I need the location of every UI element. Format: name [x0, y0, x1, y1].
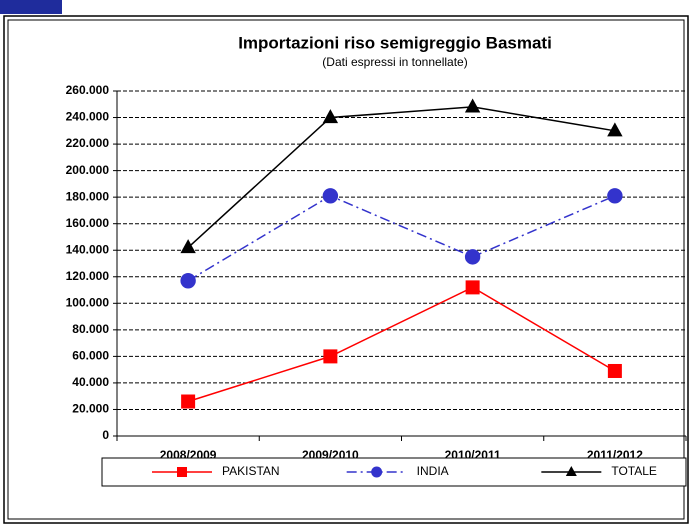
y-tick-label: 60.000: [72, 349, 109, 363]
y-tick-label: 0: [102, 428, 109, 442]
y-tick-label: 220.000: [66, 136, 110, 150]
y-tick-label: 180.000: [66, 189, 110, 203]
y-tick-label: 120.000: [66, 269, 110, 283]
marker: [180, 239, 196, 254]
legend-label: PAKISTAN: [222, 464, 280, 478]
marker: [464, 98, 481, 113]
y-tick-label: 200.000: [66, 163, 110, 177]
marker: [323, 349, 338, 364]
y-tick-label: 100.000: [66, 295, 110, 309]
marker: [607, 188, 623, 204]
marker: [565, 466, 577, 476]
marker: [181, 394, 196, 409]
y-tick-label: 140.000: [66, 242, 110, 256]
y-tick-label: 80.000: [72, 322, 109, 336]
y-tick-label: 240.000: [66, 110, 110, 124]
legend-label: TOTALE: [611, 464, 657, 478]
marker: [465, 280, 480, 295]
series-line: [187, 106, 615, 249]
marker: [322, 109, 339, 124]
chart-frame: [3, 15, 689, 524]
marker: [464, 249, 481, 265]
marker: [607, 363, 622, 378]
y-tick-label: 40.000: [72, 375, 109, 389]
chart-subtitle: (Dati espressi in tonnellate): [322, 55, 467, 69]
marker: [371, 466, 383, 478]
y-tick-label: 260.000: [66, 83, 110, 97]
marker: [607, 122, 623, 137]
y-tick-label: 20.000: [72, 402, 109, 416]
series-line: [187, 286, 616, 403]
marker: [322, 188, 339, 204]
y-tick-label: 160.000: [66, 216, 110, 230]
marker: [177, 467, 187, 477]
header-tab: [0, 0, 62, 14]
legend-label: INDIA: [417, 464, 449, 478]
chart-inner-frame: [7, 19, 685, 520]
series-line: [187, 194, 616, 282]
chart-title: Importazioni riso semigreggio Basmati: [238, 33, 552, 52]
marker: [180, 273, 196, 289]
